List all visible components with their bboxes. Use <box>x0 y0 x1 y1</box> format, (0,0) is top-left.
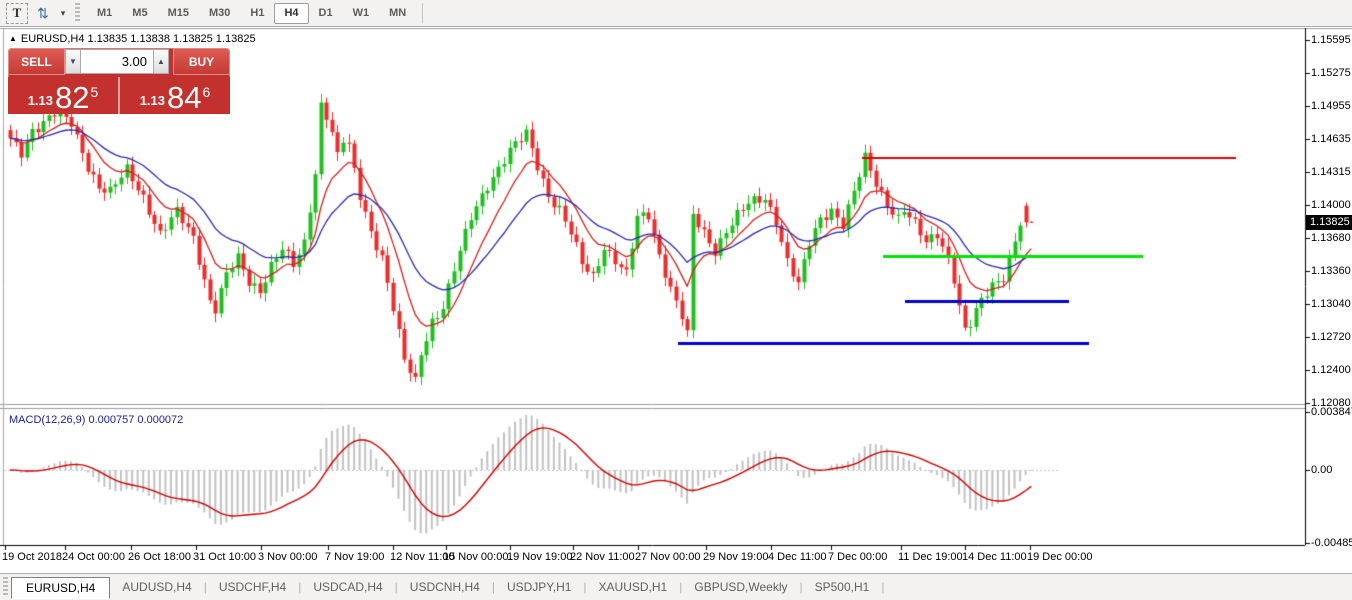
time-axis-label: 3 Nov 00:00 <box>258 551 318 563</box>
timeframe-button-h4[interactable]: H4 <box>274 2 309 24</box>
time-axis-label: 11 Dec 19:00 <box>898 551 963 563</box>
tab-separator: | <box>491 580 495 594</box>
one-click-trade-panel: SELL ▼ ▲ BUY 1.13 82 5 1.13 84 6 <box>8 48 230 114</box>
macd-axis-tick: 0.00 <box>1311 464 1333 476</box>
cursor-arrows-icon[interactable]: ⇅ <box>37 4 49 21</box>
chart-tab-gbpusd-weekly[interactable]: GBPUSD,Weekly <box>694 580 788 594</box>
time-axis-label: 31 Oct 10:00 <box>193 551 256 563</box>
chevron-down-icon[interactable]: ▾ <box>60 7 66 18</box>
time-axis-label: 27 Nov 00:00 <box>635 551 701 563</box>
sell-price-prefix: 1.13 <box>27 93 54 108</box>
price-axis-tick: 1.13680 <box>1311 231 1351 244</box>
time-axis-label: 22 Nov 11:00 <box>570 551 635 563</box>
time-axis-label: 7 Nov 19:00 <box>325 551 385 563</box>
tab-separator: | <box>394 580 398 594</box>
buy-button[interactable]: BUY <box>173 48 230 75</box>
price-axis-tick: 1.13040 <box>1311 297 1351 310</box>
timeframe-button-m15[interactable]: M15 <box>167 6 189 19</box>
ohlc-low: 1.13825 <box>173 33 213 45</box>
ohlc-high: 1.13838 <box>130 33 171 45</box>
tab-separator: | <box>799 580 803 594</box>
chart-title: ▲ EURUSD,H4 1.13835 1.13838 1.13825 1.13825 <box>9 33 259 45</box>
time-axis-label: 15 Nov 00:00 <box>443 551 509 563</box>
tabbar-grip <box>3 577 8 597</box>
current-price-tag: 1.13825 <box>1306 214 1352 230</box>
chart-tab-usdchf-h4[interactable]: USDCHF,H4 <box>218 580 287 594</box>
collapse-triangle-icon[interactable]: ▲ <box>9 34 17 43</box>
toolbar-separator <box>422 3 424 23</box>
timeframe-button-h1[interactable]: H1 <box>250 6 265 19</box>
chart-symbol: EURUSD,H4 <box>20 33 85 45</box>
time-axis-label: 19 Nov 19:00 <box>507 551 573 563</box>
price-axis-tick: 1.14955 <box>1311 100 1351 113</box>
sell-price-pips: 82 <box>55 80 90 115</box>
price-axis-tick: 1.12720 <box>1311 330 1351 343</box>
tab-list: EURUSD,H4 AUDUSD,H4 | USDCHF,H4 | USDCAD,H4 | U… <box>11 576 884 599</box>
volume-increase-button[interactable]: ▲ <box>153 49 169 74</box>
time-axis-label: 24 Oct 00:00 <box>62 551 125 563</box>
time-axis-label: 29 Nov 19:00 <box>703 551 769 563</box>
chart-area: ▲ EURUSD,H4 1.13835 1.13838 1.13825 1.13825 S… <box>0 28 1352 573</box>
chart-tab-bar: EURUSD,H4 AUDUSD,H4 | USDCHF,H4 | USDCAD,H4 | U… <box>0 573 1352 600</box>
buy-price-prefix: 1.13 <box>139 93 166 108</box>
price-axis-tick: 1.14315 <box>1311 166 1351 179</box>
sell-price-point: 5 <box>90 84 99 100</box>
timeframe-button-m5[interactable]: M5 <box>132 6 148 19</box>
ohlc-close: 1.13825 <box>215 33 256 45</box>
macd-indicator-label: MACD(12,26,9) 0.000757 0.000072 <box>9 414 184 426</box>
price-axis-tick: 1.15275 <box>1311 67 1351 80</box>
price-axis-tick: 1.14000 <box>1311 198 1351 211</box>
chart-tab-audusd-h4[interactable]: AUDUSD,H4 <box>122 580 192 594</box>
chart-tab-sp500-h1[interactable]: SP500,H1 <box>814 580 870 594</box>
timeframe-button-d1[interactable]: D1 <box>318 6 333 19</box>
chart-tab-xauusd-h1[interactable]: XAUUSD,H1 <box>598 580 668 594</box>
macd-axis-tick: 0.003847 <box>1311 406 1352 419</box>
sell-price-display[interactable]: 1.13 82 5 <box>8 77 120 114</box>
price-axis-tick: 1.15595 <box>1311 34 1351 46</box>
buy-price-display[interactable]: 1.13 84 6 <box>120 77 230 114</box>
text-tool-icon[interactable]: T <box>6 2 28 24</box>
price-axis-tick: 1.12400 <box>1311 363 1351 376</box>
time-axis-label: 19 Oct 2018 <box>2 551 62 563</box>
timeframe-toolbar: M1 M5 M15 M30 H1 H4 D1 W1 MN <box>87 2 416 24</box>
timeframe-button-w1[interactable]: W1 <box>352 6 370 19</box>
sell-button[interactable]: SELL <box>8 48 65 75</box>
chart-tab-usdjpy-h1[interactable]: USDJPY,H1 <box>506 580 572 594</box>
top-toolbar: T ⇅ ▾ M1 M5 M15 M30 H1 H4 D1 W1 MN <box>0 0 1352 27</box>
tab-separator: | <box>298 580 302 594</box>
chart-tab-eurusd-h4[interactable]: EURUSD,H4 <box>11 576 111 599</box>
time-axis-label: 19 Dec 00:00 <box>1027 551 1093 563</box>
toolbar-grip <box>75 3 80 23</box>
tab-separator: | <box>679 580 683 594</box>
timeframe-button-mn[interactable]: MN <box>389 6 407 19</box>
price-axis-tick: 1.14635 <box>1311 133 1351 146</box>
buy-price-pips: 84 <box>167 80 202 115</box>
time-axis-label: 12 Nov 11:00 <box>390 551 455 563</box>
price-axis-tick: 1.12080 <box>1311 396 1351 409</box>
ohlc-open: 1.13835 <box>87 33 128 45</box>
price-chart-canvas[interactable] <box>0 28 1352 573</box>
volume-decrease-button[interactable]: ▼ <box>65 49 81 74</box>
macd-axis-tick: -0.004856 <box>1311 537 1352 550</box>
tab-separator: | <box>203 580 207 594</box>
chart-tab-usdcnh-h4[interactable]: USDCNH,H4 <box>409 580 480 594</box>
time-axis-label: 7 Dec 00:00 <box>828 551 888 563</box>
timeframe-button-m30[interactable]: M30 <box>208 6 231 19</box>
timeframe-button-m1[interactable]: M1 <box>97 6 113 19</box>
tab-separator: | <box>881 580 885 594</box>
chart-tab-usdcad-h4[interactable]: USDCAD,H4 <box>313 580 383 594</box>
time-axis-label: 26 Oct 18:00 <box>128 551 191 563</box>
volume-input[interactable] <box>81 49 153 74</box>
buy-price-point: 6 <box>202 84 211 100</box>
time-axis-label: 4 Dec 11:00 <box>768 551 827 563</box>
tab-separator: | <box>583 580 587 594</box>
time-axis-label: 14 Dec 11:00 <box>962 551 1027 563</box>
price-axis-tick: 1.13360 <box>1311 264 1351 277</box>
